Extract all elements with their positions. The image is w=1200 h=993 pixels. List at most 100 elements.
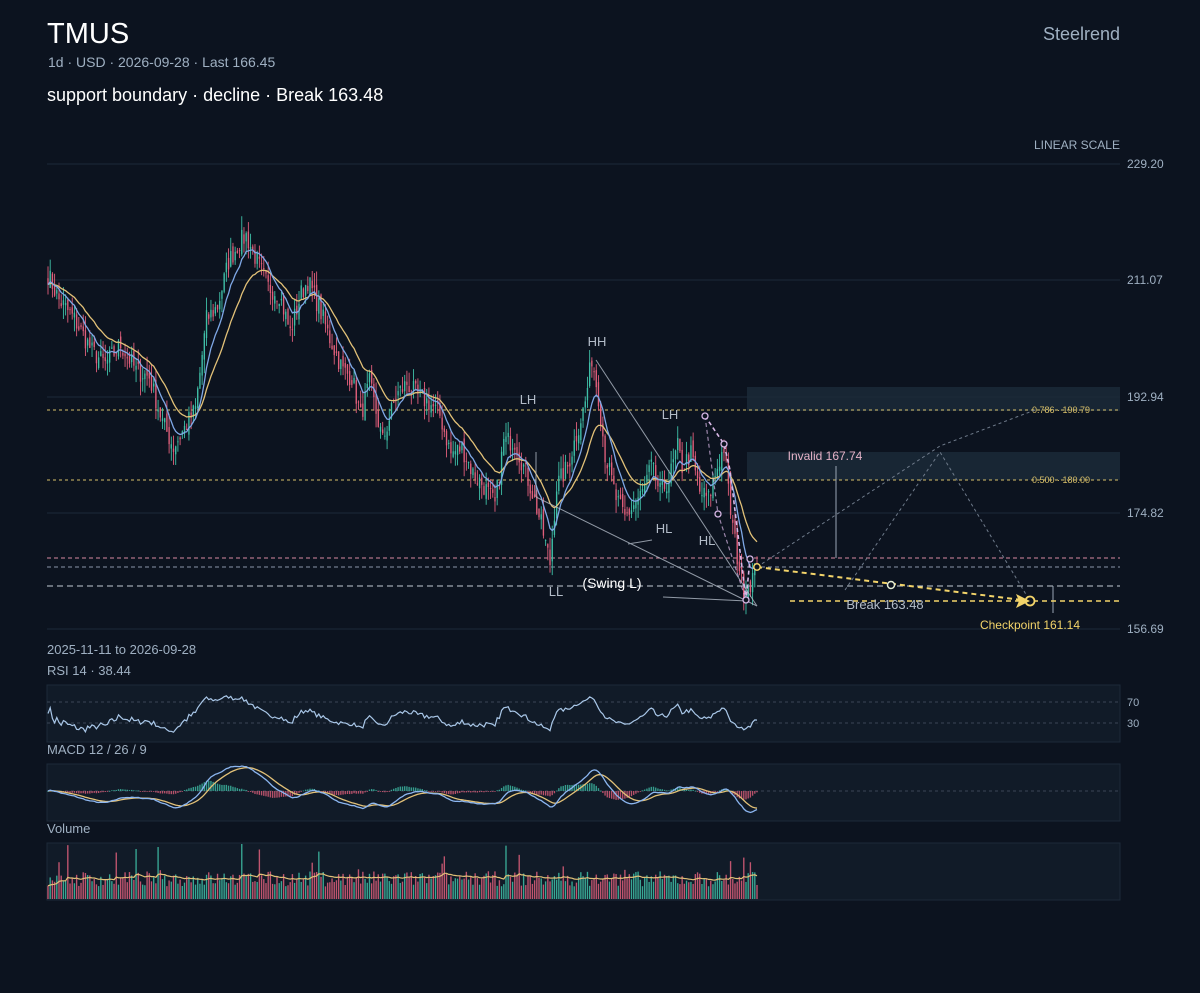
macd-hist-bar	[558, 788, 560, 791]
macd-hist-bar	[97, 791, 100, 794]
candle-body	[463, 438, 465, 463]
macd-hist-bar	[225, 784, 228, 791]
candle-body	[172, 448, 175, 452]
candle-body	[432, 404, 435, 407]
volume-bar	[263, 879, 265, 899]
macd-hist-bar	[644, 789, 646, 791]
volume-bar	[236, 882, 239, 899]
volume-bar	[395, 875, 397, 899]
pink-swing-point[interactable]	[746, 555, 754, 563]
volume-bar	[485, 873, 487, 899]
macd-hist-bar	[470, 791, 472, 793]
candle-body	[659, 482, 661, 487]
macd-hist-bar	[359, 791, 362, 794]
macd-hist-bar	[80, 791, 82, 794]
volume-bar	[201, 879, 203, 899]
volume-bar	[681, 876, 683, 899]
volume-bar	[476, 878, 479, 899]
candle-body	[216, 304, 219, 310]
macd-hist-bar	[633, 791, 635, 795]
candle-body	[406, 381, 408, 385]
macd-hist-bar	[743, 791, 745, 800]
macd-hist-bar	[485, 791, 487, 792]
macd-hist-bar	[426, 790, 428, 792]
volume-bar	[736, 881, 738, 899]
macd-hist-bar	[355, 791, 357, 794]
macd-histogram	[47, 780, 758, 800]
macd-hist-bar	[577, 784, 580, 791]
candle-body	[461, 442, 463, 451]
macd-hist-bar	[509, 785, 512, 791]
macd-hist-bar	[679, 787, 681, 791]
volume-bar	[663, 874, 666, 899]
volume-bar	[399, 882, 401, 899]
candle-body	[696, 471, 699, 479]
volume-bar	[183, 882, 186, 899]
candle-body	[212, 310, 214, 317]
volume-bar	[617, 885, 619, 899]
macd-hist-bar	[694, 790, 697, 792]
macd-hist-bar	[95, 791, 98, 794]
pink-swing-point[interactable]	[720, 440, 728, 448]
candle-body	[384, 435, 386, 437]
candle-body	[95, 351, 98, 364]
structure-lines	[535, 359, 758, 607]
macd-hist-bar	[448, 791, 450, 795]
pink-swing-point[interactable]	[701, 412, 709, 420]
wedge-lower-line	[535, 496, 758, 607]
volume-bar	[133, 879, 135, 899]
candle-body	[386, 431, 388, 441]
candle-body	[544, 540, 547, 542]
volume-bar	[679, 884, 681, 899]
candle-body	[164, 418, 166, 423]
volume-bar	[300, 881, 302, 899]
macd-hist-bar	[249, 791, 252, 792]
macd-hist-bar	[472, 791, 474, 793]
volume-bar	[544, 881, 547, 899]
candle-body	[227, 257, 230, 270]
volume-bar	[203, 884, 206, 899]
volume-bar	[723, 879, 725, 899]
volume-bar	[527, 876, 529, 899]
macd-hist-bar	[606, 791, 608, 798]
candle-body	[373, 383, 375, 398]
candle-body	[159, 407, 161, 418]
pink-swing-point[interactable]	[714, 510, 722, 518]
volume-bar	[606, 874, 608, 899]
candle-body	[322, 309, 324, 316]
volume-bar	[591, 880, 593, 899]
volume-bar	[633, 873, 635, 899]
macd-hist-bar	[456, 791, 459, 794]
pink-swing-point[interactable]	[742, 596, 750, 604]
macd-hist-bar	[243, 789, 245, 791]
volume-bar	[613, 873, 615, 899]
volume-bar	[456, 878, 459, 899]
macd-hist-bar	[82, 791, 84, 794]
volume-bar	[505, 845, 507, 899]
macd-hist-bar	[263, 791, 265, 796]
macd-hist-bar	[459, 791, 461, 793]
candle-body	[153, 383, 155, 387]
macd-hist-bar	[115, 789, 117, 791]
macd-hist-bar	[401, 786, 404, 791]
macd-hist-bar	[604, 791, 606, 796]
candle-body	[236, 250, 239, 254]
candle-body	[49, 270, 51, 288]
volume-bar	[373, 871, 375, 899]
volume-bar	[337, 874, 340, 899]
candle-body	[368, 373, 371, 383]
candle-body	[481, 477, 483, 485]
macd-hist-bar	[423, 790, 426, 791]
macd-hist-bar	[197, 785, 199, 791]
macd-hist-bar	[144, 791, 146, 792]
candle-body	[494, 497, 496, 502]
candle-body	[256, 252, 258, 264]
candle-body	[666, 491, 668, 494]
volume-bar	[351, 877, 353, 899]
volume-bar	[707, 886, 710, 899]
candle-body	[573, 440, 575, 456]
volume-bar	[542, 884, 545, 899]
macd-hist-bar	[520, 789, 523, 791]
volume-bar	[434, 875, 437, 899]
